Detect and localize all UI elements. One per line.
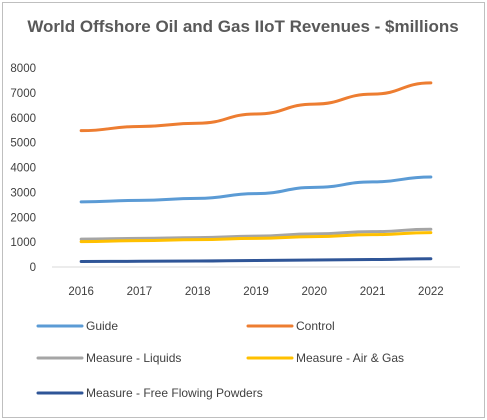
legend-label: Guide <box>86 319 118 333</box>
legend-label: Control <box>296 319 335 333</box>
legend-item: Measure - Free Flowing Powders <box>36 386 263 400</box>
x-tick-label: 2022 <box>418 286 444 298</box>
y-tick-label: 4000 <box>10 163 36 175</box>
chart-title: World Offshore Oil and Gas IIoT Revenues… <box>27 17 458 36</box>
series-line-5 <box>79 257 433 264</box>
x-tick-label: 2017 <box>127 286 153 298</box>
legend-item: Guide <box>36 319 118 333</box>
y-tick-label: 0 <box>30 262 36 274</box>
y-axis: 0 1000 2000 3000 4000 5000 6000 7000 8000 <box>10 63 36 274</box>
x-tick-label: 2016 <box>68 286 94 298</box>
x-axis: 2016 2017 2018 2019 2020 2021 2022 <box>68 286 443 298</box>
y-tick-label: 1000 <box>10 237 36 249</box>
legend-label: Measure - Liquids <box>86 351 181 365</box>
legend-label: Measure - Free Flowing Powders <box>86 386 263 400</box>
legend-label: Measure - Air & Gas <box>296 351 404 365</box>
series-lines <box>79 81 433 264</box>
x-tick-label: 2019 <box>243 286 269 298</box>
series-line-4 <box>79 231 433 244</box>
x-tick-label: 2021 <box>360 286 386 298</box>
y-tick-label: 2000 <box>10 212 36 224</box>
x-tick-label: 2018 <box>185 286 211 298</box>
series-line-2 <box>79 81 433 133</box>
y-tick-label: 6000 <box>10 113 36 125</box>
series-line-1 <box>79 175 433 204</box>
y-tick-label: 7000 <box>10 88 36 100</box>
legend-item: Control <box>246 319 335 333</box>
series-line-3 <box>79 227 433 241</box>
legend: Guide Control Measure - Liquids Measure - A… <box>36 319 404 400</box>
x-tick-label: 2020 <box>301 286 327 298</box>
legend-item: Measure - Liquids <box>36 351 181 365</box>
y-tick-label: 5000 <box>10 138 36 150</box>
legend-item: Measure - Air & Gas <box>246 351 404 365</box>
y-tick-label: 3000 <box>10 187 36 199</box>
y-tick-label: 8000 <box>10 63 36 75</box>
